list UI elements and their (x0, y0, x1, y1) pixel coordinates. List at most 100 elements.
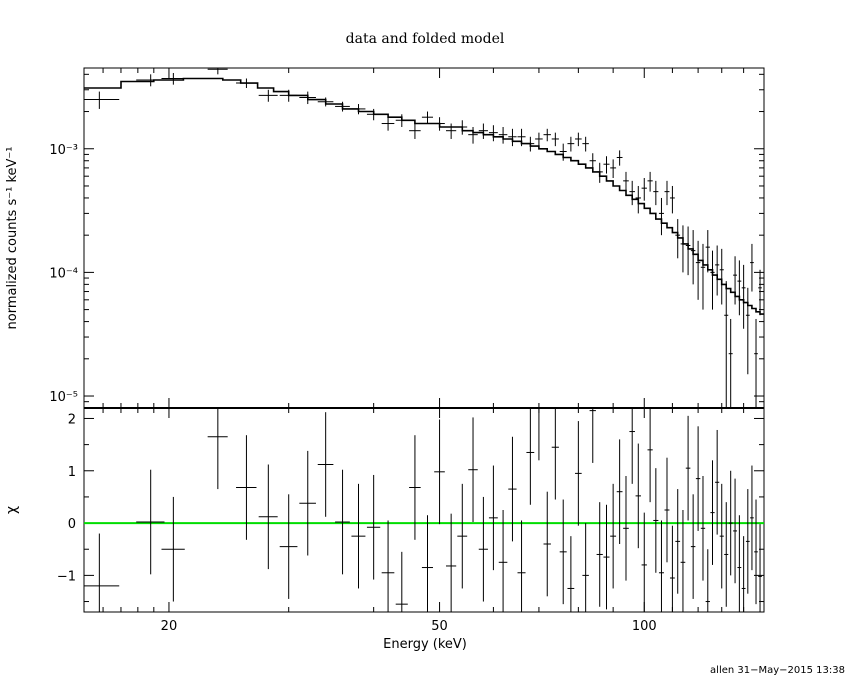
data-point (421, 111, 433, 124)
data-point (526, 136, 535, 152)
data-point (508, 128, 517, 147)
residual-point (610, 483, 617, 589)
residual-point (715, 429, 720, 535)
data-point (610, 159, 617, 179)
data-point (680, 225, 686, 273)
x-axis-label: Energy (keV) (383, 637, 467, 652)
data-point (84, 91, 120, 109)
data-point (629, 180, 635, 206)
y-tick-label: 1 (68, 465, 76, 480)
residual-point (669, 525, 675, 612)
data-point (409, 123, 421, 139)
residual-point (710, 460, 715, 565)
data-point (381, 117, 395, 131)
residual-point (675, 489, 681, 594)
residual-point (395, 551, 408, 612)
model-step-line (84, 77, 764, 315)
residual-point (236, 435, 257, 540)
residual-point (719, 483, 724, 589)
data-point (685, 226, 691, 276)
residual-point (84, 533, 120, 612)
y-tick-label: 10⁻⁴ (49, 266, 78, 281)
residual-point (457, 483, 468, 589)
data-point (207, 68, 228, 75)
data-point (603, 156, 610, 174)
data-point (317, 97, 334, 107)
data-point (457, 120, 468, 135)
data-point (236, 78, 257, 89)
residual-point (745, 489, 750, 594)
residual-point (641, 512, 647, 612)
data-point (728, 318, 733, 408)
x-tick-label: 20 (161, 619, 178, 634)
data-point (498, 126, 508, 144)
data-point (488, 125, 498, 142)
data-point (690, 230, 696, 285)
residual-point (664, 457, 670, 563)
data-point (724, 281, 729, 408)
residual-point (207, 408, 228, 490)
data-point (543, 128, 551, 142)
data-point (647, 171, 653, 192)
residual-point (543, 491, 551, 597)
residual-point (653, 468, 659, 573)
data-point (695, 240, 701, 300)
data-point (468, 126, 478, 144)
residual-point (575, 421, 582, 526)
data-point (335, 101, 350, 112)
data-point (258, 89, 278, 102)
x-tick-label: 100 (632, 619, 657, 634)
data-point (641, 178, 647, 201)
data-point (710, 250, 715, 310)
data-point (434, 117, 445, 131)
data-point (715, 245, 720, 296)
data-point (589, 153, 596, 170)
data-point (535, 132, 543, 147)
residual-point (526, 408, 535, 505)
residual-point (409, 435, 421, 540)
residual-point (468, 417, 478, 523)
footer-timestamp: allen 31−May−2015 13:38 (710, 665, 845, 676)
residual-point (136, 469, 165, 575)
data-point (395, 114, 408, 127)
data-point (750, 243, 754, 292)
residual-point (589, 408, 596, 463)
residual-point (161, 496, 185, 602)
residual-point (750, 465, 754, 571)
data-point (366, 108, 381, 121)
data-point (669, 185, 675, 214)
data-point (616, 150, 623, 166)
chart-title: data and folded model (346, 31, 505, 47)
residual-point (603, 504, 610, 610)
residual-point (381, 520, 395, 612)
bottom-y-axis-label: χ (4, 506, 20, 514)
residual-point (705, 549, 710, 612)
top-y-axis-label: normalized counts s⁻¹ keV⁻¹ (5, 147, 20, 330)
y-tick-label: 2 (68, 412, 76, 427)
residual-point (758, 524, 762, 612)
data-point (658, 197, 664, 236)
top-plot-frame (83, 67, 765, 409)
residual-point (488, 465, 498, 571)
data-point (279, 89, 298, 102)
residual-point (680, 510, 686, 612)
residual-point (317, 412, 334, 517)
residual-point (366, 474, 381, 580)
residual-point (445, 513, 457, 612)
residual-point (517, 520, 526, 612)
residual-point (700, 476, 706, 581)
residual-point (351, 483, 366, 589)
residual-point (299, 450, 316, 556)
y-tick-label: 10⁻⁵ (49, 390, 78, 405)
residual-point (737, 515, 742, 612)
data-point (745, 287, 750, 375)
data-point (758, 269, 762, 316)
bottom-plot-frame (83, 407, 765, 613)
residual-point (508, 436, 517, 542)
residual-point (551, 408, 559, 500)
data-point (754, 318, 758, 408)
data-point (733, 256, 738, 305)
data-point (567, 136, 575, 152)
residual-point (335, 469, 350, 575)
model-step-path (84, 77, 764, 315)
